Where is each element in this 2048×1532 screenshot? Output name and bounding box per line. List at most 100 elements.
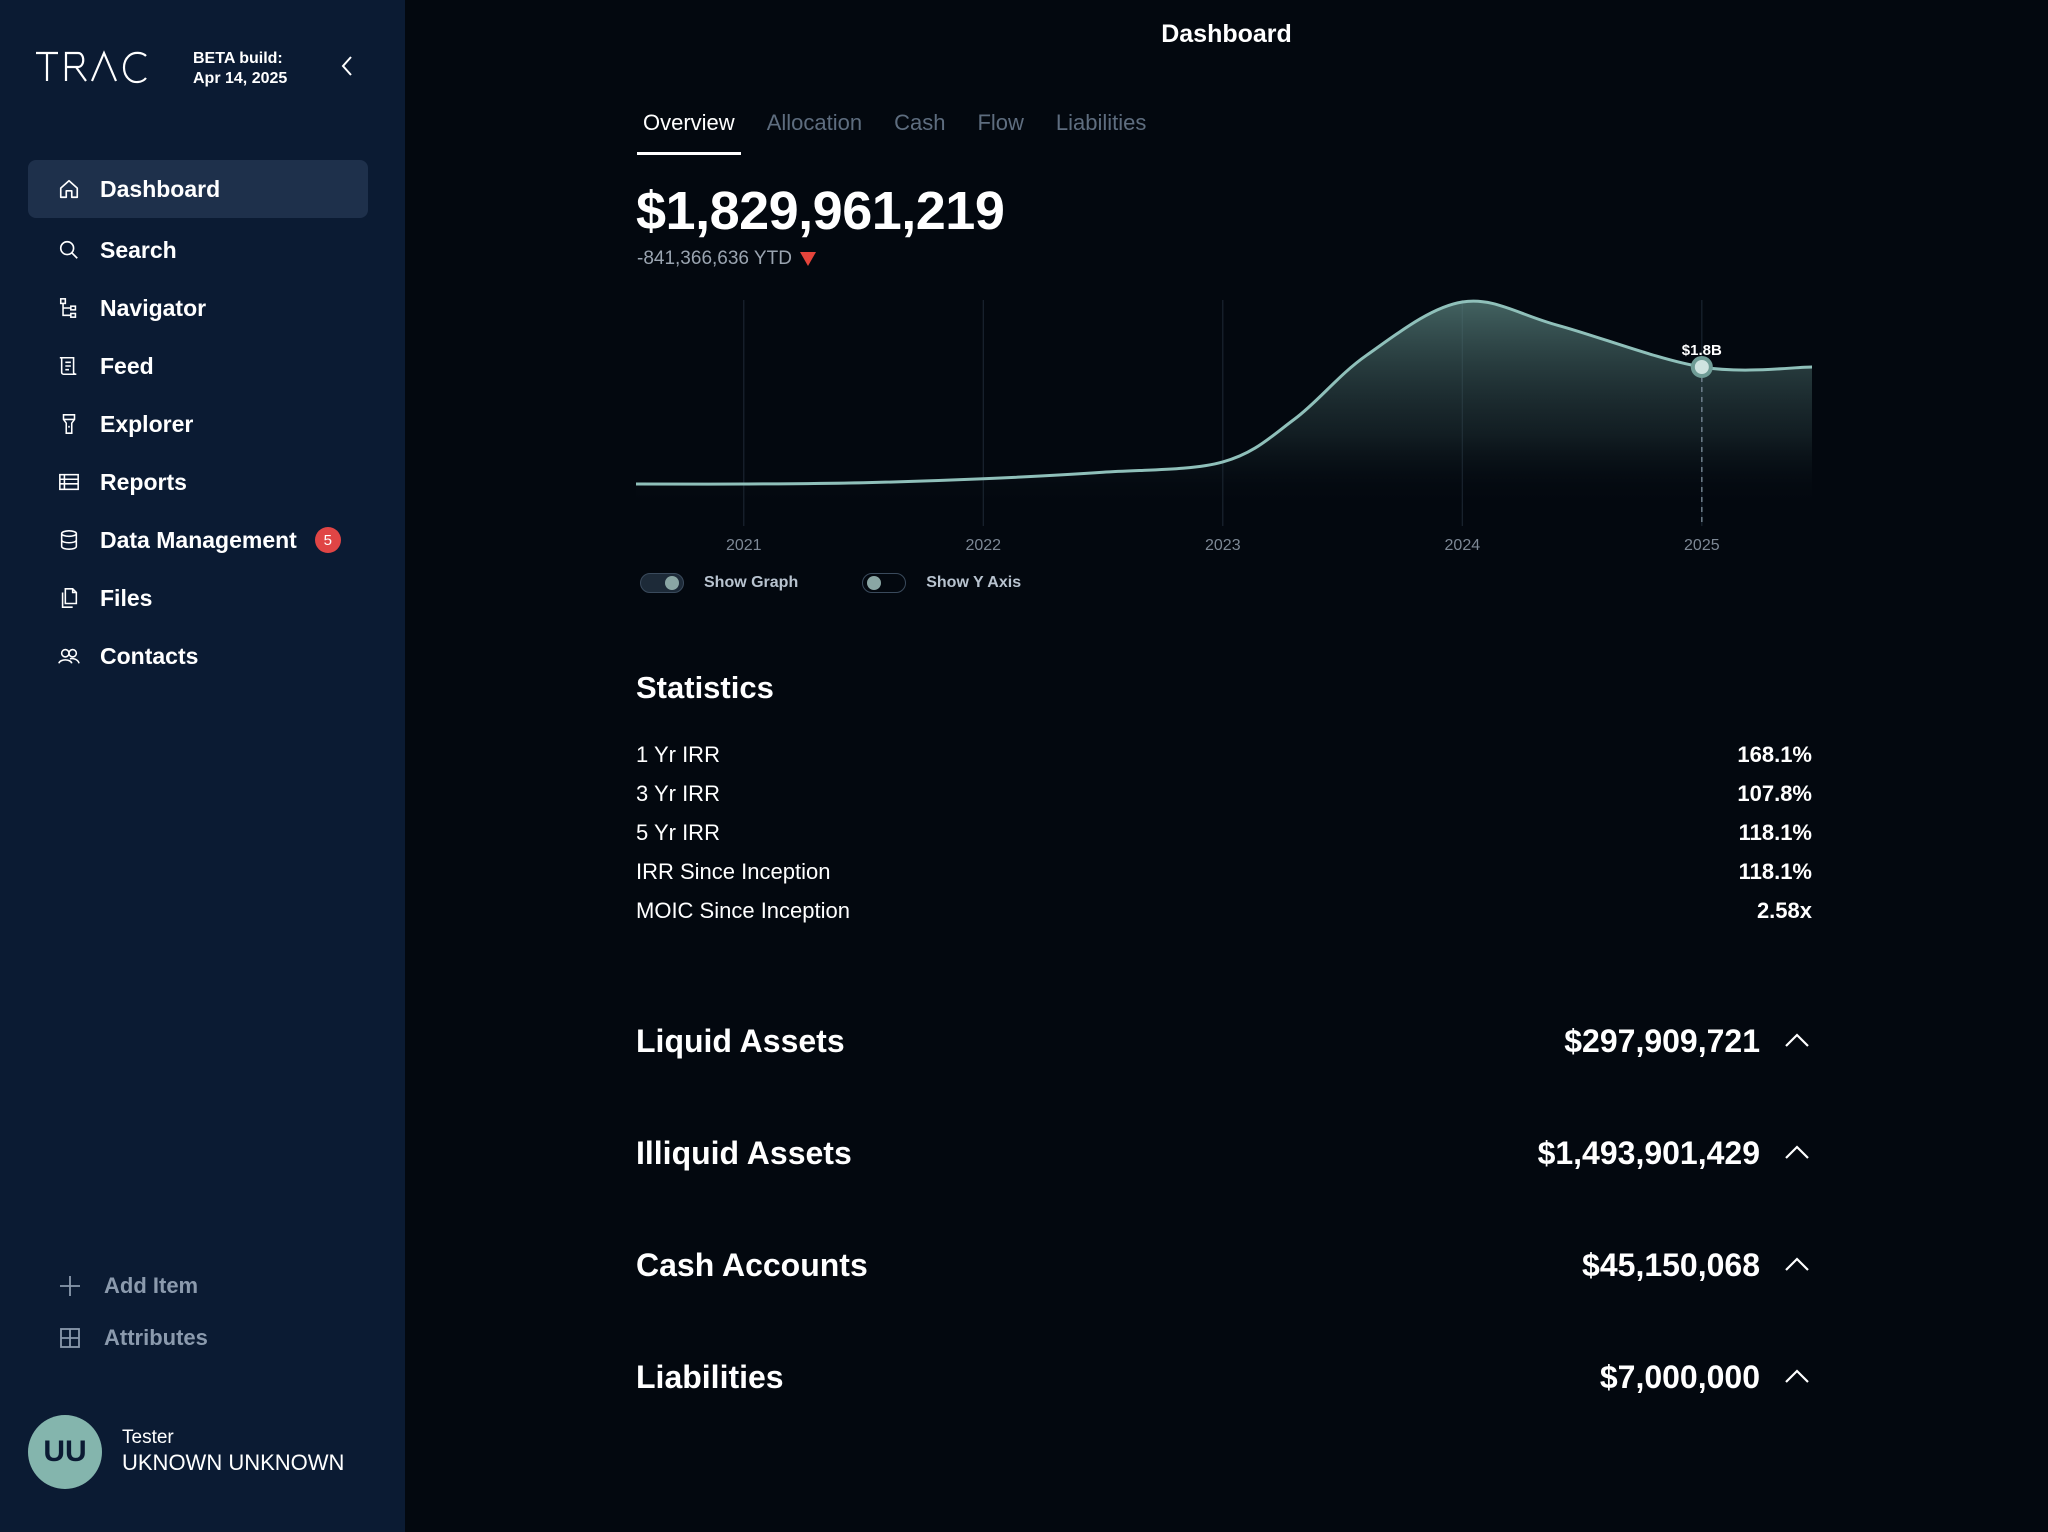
- tab-liabilities[interactable]: Liabilities: [1055, 110, 1147, 135]
- show-y-axis-toggle[interactable]: Show Y Axis: [862, 573, 1021, 593]
- chevron-up-icon[interactable]: [1782, 1026, 1812, 1056]
- sidebar-item-contacts[interactable]: Contacts: [28, 630, 368, 682]
- sidebar-item-search[interactable]: Search: [28, 224, 368, 276]
- feed-icon: [58, 355, 80, 377]
- chevron-up-icon[interactable]: [1782, 1250, 1812, 1280]
- show-y-axis-switch[interactable]: [862, 573, 907, 593]
- sidebar-item-label: Reports: [100, 468, 187, 495]
- x-tick-label: 2025: [1684, 537, 1720, 554]
- sidebar-item-feed[interactable]: Feed: [28, 340, 368, 392]
- sidebar-nav: Dashboard Search Navigator Feed Explorer…: [28, 160, 368, 688]
- sidebar-item-label: Dashboard: [100, 175, 221, 202]
- group-label: Cash Accounts: [636, 1246, 868, 1283]
- chart-area: [636, 301, 1812, 508]
- search-icon: [58, 239, 80, 261]
- stat-label: MOIC Since Inception: [636, 898, 850, 923]
- chevron-up-icon[interactable]: [1782, 1362, 1812, 1392]
- x-tick-label: 2021: [726, 537, 762, 554]
- contacts-icon: [58, 645, 80, 667]
- tab-flow[interactable]: Flow: [977, 110, 1024, 135]
- notification-badge: 5: [314, 527, 341, 553]
- data-point-marker[interactable]: [1690, 356, 1713, 378]
- sidebar-item-dashboard[interactable]: Dashboard: [28, 160, 368, 218]
- stat-value: 168.1%: [1737, 742, 1812, 767]
- statistics-title: Statistics: [636, 670, 774, 705]
- page-title: Dashboard: [1161, 20, 1292, 48]
- x-tick-label: 2024: [1445, 537, 1481, 554]
- down-arrow-icon: [799, 252, 816, 266]
- tab-allocation[interactable]: Allocation: [766, 110, 863, 135]
- sidebar: BETA build: Apr 14, 2025 Dashboard Searc…: [0, 0, 405, 1532]
- add-item-label: Add Item: [104, 1273, 199, 1298]
- asset-groups: Liquid Assets $297,909,721 Illiquid Asse…: [636, 985, 1812, 1433]
- stat-row: 1 Yr IRR 168.1%: [636, 740, 1812, 779]
- group-label: Liabilities: [636, 1358, 784, 1395]
- statistics-table: 1 Yr IRR 168.1% 3 Yr IRR 107.8% 5 Yr IRR 11…: [636, 740, 1812, 935]
- sidebar-item-data-management[interactable]: Data Management 5: [28, 514, 368, 566]
- show-graph-toggle[interactable]: Show Graph: [640, 573, 798, 593]
- avatar: UU: [28, 1415, 102, 1489]
- stat-value: 118.1%: [1738, 859, 1812, 884]
- group-value: $45,150,068: [1582, 1246, 1760, 1283]
- show-graph-label: Show Graph: [704, 574, 799, 591]
- trac-logo[interactable]: [34, 50, 150, 84]
- data-label: $1.8B: [1682, 342, 1722, 359]
- stat-row: MOIC Since Inception 2.58x: [636, 896, 1812, 935]
- attributes-label: Attributes: [104, 1325, 208, 1350]
- stat-row: IRR Since Inception 118.1%: [636, 857, 1812, 896]
- x-tick-label: 2022: [965, 537, 1001, 554]
- stat-row: 3 Yr IRR 107.8%: [636, 779, 1812, 818]
- x-tick-label: 2023: [1205, 537, 1241, 554]
- chart-toggles: Show Graph Show Y Axis: [640, 573, 1085, 593]
- sidebar-item-explorer[interactable]: Explorer: [28, 398, 368, 450]
- group-illiquid-assets[interactable]: Illiquid Assets $1,493,901,429: [636, 1097, 1812, 1209]
- sidebar-item-files[interactable]: Files: [28, 572, 368, 624]
- chart-line: [636, 299, 1812, 486]
- user-role: Tester: [122, 1427, 174, 1448]
- net-worth-chart[interactable]: $1.8B 2021 2022 2023 2024 2025: [636, 298, 1812, 558]
- beta-build-label: BETA build: Apr 14, 2025: [193, 50, 288, 87]
- group-liquid-assets[interactable]: Liquid Assets $297,909,721: [636, 985, 1812, 1097]
- stat-label: 3 Yr IRR: [636, 781, 720, 806]
- stat-row: 5 Yr IRR 118.1%: [636, 818, 1812, 857]
- attributes-button[interactable]: Attributes: [58, 1312, 208, 1364]
- sidebar-item-label: Feed: [100, 352, 154, 379]
- database-icon: [58, 529, 80, 551]
- sidebar-item-label: Files: [100, 584, 153, 611]
- sidebar-item-label: Contacts: [100, 642, 199, 669]
- group-value: $297,909,721: [1564, 1022, 1760, 1059]
- ytd-change-text: -841,366,636 YTD: [637, 248, 792, 269]
- sidebar-item-label: Navigator: [100, 294, 207, 321]
- total-value: $1,829,961,219: [636, 181, 1005, 241]
- sidebar-actions: Add Item Attributes: [58, 1260, 208, 1364]
- group-label: Liquid Assets: [636, 1022, 845, 1059]
- stat-label: IRR Since Inception: [636, 859, 831, 884]
- sidebar-item-label: Data Management: [100, 526, 297, 553]
- group-cash-accounts[interactable]: Cash Accounts $45,150,068: [636, 1209, 1812, 1321]
- tab-cash[interactable]: Cash: [894, 110, 946, 135]
- group-liabilities[interactable]: Liabilities $7,000,000: [636, 1321, 1812, 1433]
- stat-label: 5 Yr IRR: [636, 820, 720, 845]
- chevron-up-icon[interactable]: [1782, 1138, 1812, 1168]
- tab-overview[interactable]: Overview: [637, 110, 741, 155]
- show-y-axis-label: Show Y Axis: [926, 574, 1022, 591]
- ytd-change: -841,366,636 YTD: [637, 248, 816, 270]
- user-name: UKNOWN UNKNOWN: [122, 1450, 345, 1475]
- sidebar-item-reports[interactable]: Reports: [28, 456, 368, 508]
- sidebar-item-label: Explorer: [100, 410, 194, 437]
- chevron-left-icon[interactable]: [336, 54, 360, 78]
- user-profile[interactable]: UU Tester UKNOWN UNKNOWN: [28, 1415, 344, 1489]
- stat-value: 2.58x: [1756, 898, 1812, 923]
- sidebar-item-label: Search: [100, 236, 177, 263]
- add-item-button[interactable]: Add Item: [58, 1260, 208, 1312]
- stat-value: 107.8%: [1737, 781, 1812, 806]
- show-graph-switch[interactable]: [640, 573, 684, 593]
- stat-value: 118.1%: [1738, 820, 1812, 845]
- sidebar-item-navigator[interactable]: Navigator: [28, 282, 368, 334]
- plus-icon: [60, 1276, 80, 1296]
- grid-icon: [60, 1328, 80, 1348]
- stat-label: 1 Yr IRR: [636, 742, 720, 767]
- files-icon: [58, 587, 80, 609]
- table-icon: [58, 471, 80, 493]
- group-value: $7,000,000: [1599, 1358, 1760, 1395]
